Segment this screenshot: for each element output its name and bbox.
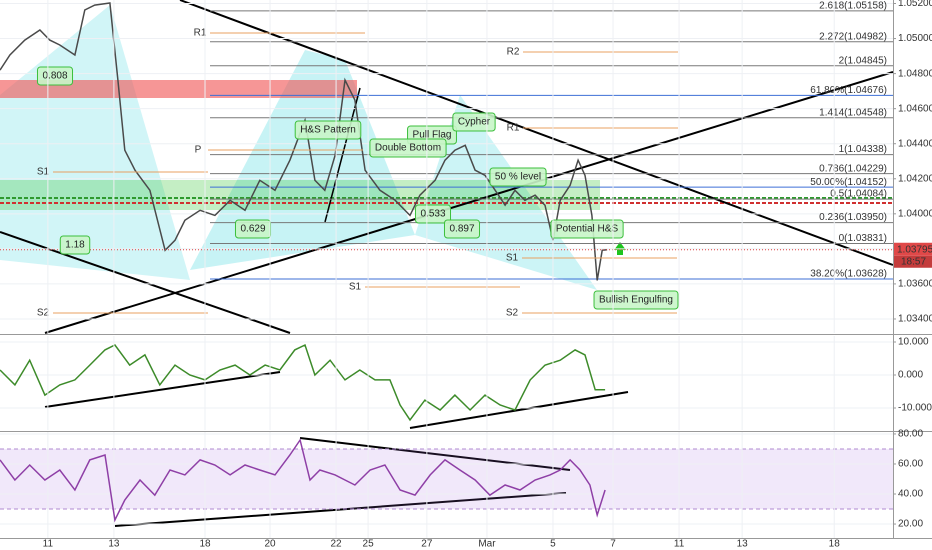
y-tick-label: -10.000 — [898, 403, 932, 414]
fib-label: 0(1.03831) — [839, 233, 887, 244]
y-tick-label: 60.00 — [898, 459, 923, 470]
x-tick-label: 7 — [610, 539, 616, 550]
fib-label: 2.618(1.05158) — [819, 1, 887, 12]
fib-label: 0.5(1.04084) — [830, 189, 887, 200]
y-tick-label: 1.04000 — [898, 208, 932, 219]
x-tick-label: 11 — [674, 539, 685, 550]
pivot-label: R1 — [194, 28, 207, 39]
x-tick-label: 18 — [829, 539, 841, 550]
pivot-label: S2 — [37, 308, 50, 319]
x-tick-label: 27 — [421, 539, 433, 550]
trend-line — [409, 391, 629, 429]
last-price-box — [894, 242, 932, 256]
y-tick-label: 1.04200 — [898, 173, 932, 184]
y-tick-label: 1.05000 — [898, 33, 932, 44]
rsi-band — [0, 448, 893, 510]
x-tick-label: 13 — [108, 539, 120, 550]
annotation: 50 % level — [495, 172, 541, 183]
annotation: 0.897 — [449, 224, 474, 235]
pivot-label: S1 — [506, 253, 519, 264]
pivot-label: P — [195, 145, 202, 156]
x-tick-label: 22 — [331, 539, 343, 550]
fib-label: 61.80%(1.04676) — [810, 85, 887, 96]
annotation-box — [452, 112, 496, 132]
rsi-panel — [0, 432, 893, 538]
fib-label: 50.00%(1.04152) — [810, 177, 887, 188]
x-tick-label: Mar — [478, 539, 496, 550]
series-line — [0, 343, 606, 422]
x-tick-label: 5 — [550, 539, 556, 550]
annotation: Pull Flag — [413, 130, 452, 141]
annotation-box — [59, 235, 91, 255]
annotation: 0.629 — [240, 224, 265, 235]
y-tick-label: 0.000 — [898, 370, 923, 381]
y-tick-label: 1.04600 — [898, 103, 932, 114]
y-tick-label: 10.000 — [898, 337, 929, 348]
fib-label: 2(1.04845) — [839, 55, 887, 66]
x-tick-label: 13 — [737, 539, 749, 550]
annotation: Bullish Engulfing — [599, 295, 673, 306]
annotation-box — [294, 120, 362, 140]
y-tick-label: 1.05200 — [898, 0, 932, 9]
series-line — [0, 438, 606, 523]
trend-line — [44, 371, 281, 408]
annotation: 1.18 — [65, 240, 85, 251]
x-tick-label: 20 — [264, 539, 276, 550]
annotation-box — [443, 219, 481, 239]
price-panel — [0, 0, 893, 333]
annotation: H&S Pattern — [300, 125, 356, 136]
resistance-zone — [0, 80, 357, 98]
x-tick-label: 11 — [43, 539, 54, 550]
fib-label: 1.414(1.04548) — [819, 107, 887, 118]
pivot-label: S2 — [506, 308, 519, 319]
fib-label: 0.786(1.04229) — [819, 163, 887, 174]
y-tick-label: 40.00 — [898, 489, 923, 500]
annotation: Double Bottom — [375, 143, 441, 154]
annotation: 0.533 — [420, 209, 445, 220]
pivot-label: S1 — [349, 282, 362, 293]
annotation: 0.808 — [42, 71, 67, 82]
y-tick-label: 1.04800 — [898, 68, 932, 79]
y-tick-label: 20.00 — [898, 519, 923, 530]
trend-line — [114, 492, 567, 527]
y-tick-label: 1.03600 — [898, 279, 932, 290]
countdown-label: 18:57 — [901, 256, 926, 267]
pivot-label: S1 — [37, 167, 50, 178]
trend-line — [44, 71, 894, 334]
fib-label: 0.236(1.03950) — [819, 212, 887, 223]
x-tick-label: 25 — [363, 539, 375, 550]
annotation: Potential H&S — [556, 224, 619, 235]
pivot-label: R1 — [507, 123, 520, 134]
trend-line — [179, 0, 894, 266]
pivot-label: R2 — [507, 47, 520, 58]
annotation-box — [550, 219, 624, 239]
y-tick-label: 1.03400 — [898, 314, 932, 325]
harmonic-shape — [190, 50, 415, 270]
y-tick-label: 1.04400 — [898, 138, 932, 149]
annotation-box — [593, 290, 679, 310]
last-price-label: 1.03795 — [897, 244, 932, 255]
series-line — [0, 2, 608, 281]
fib-label: 1(1.04338) — [839, 144, 887, 155]
fib-label: 2.272(1.04982) — [819, 31, 887, 42]
annotation-box — [414, 204, 452, 224]
x-tick-label: 18 — [199, 539, 211, 550]
fib-label: 38.20%(1.03628) — [810, 269, 887, 280]
annotation: Cypher — [458, 117, 491, 128]
annotation-box — [489, 167, 547, 187]
y-tick-label: 80.00 — [898, 429, 923, 440]
trend-line — [299, 437, 571, 471]
annotation-box — [36, 66, 74, 86]
countdown-box — [894, 255, 932, 268]
